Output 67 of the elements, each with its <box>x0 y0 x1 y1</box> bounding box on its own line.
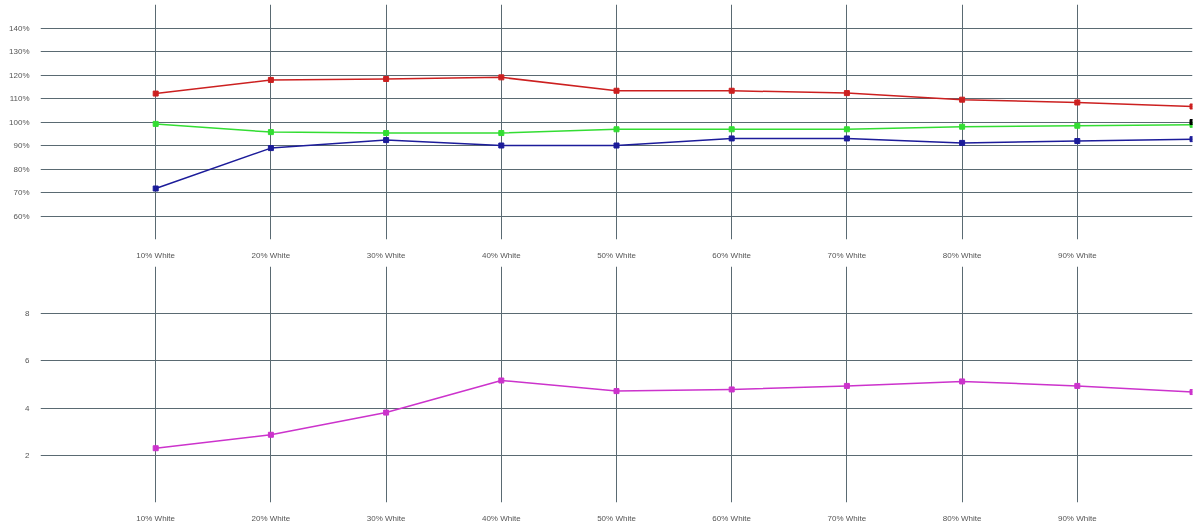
x-tick-label: 60% White <box>712 250 752 260</box>
y-tick-label: 140% <box>9 23 30 33</box>
x-tick-label: 30% White <box>366 513 406 523</box>
point <box>152 445 159 452</box>
x-tick-label: 90% White <box>1057 250 1098 260</box>
point <box>843 126 850 133</box>
x-tick-label: 70% White <box>827 513 867 523</box>
point <box>613 87 620 94</box>
x-tick-label: 70% White <box>827 250 867 260</box>
point <box>383 130 390 137</box>
point <box>959 139 966 146</box>
point <box>728 126 735 133</box>
point <box>613 126 620 133</box>
y-tick-label: 90% <box>13 141 30 150</box>
point <box>843 382 850 389</box>
point <box>1074 99 1081 106</box>
x-tick-label: 10% White <box>136 513 176 523</box>
point <box>1074 122 1081 129</box>
point <box>1074 382 1081 389</box>
x-tick-label: 80% White <box>942 250 982 260</box>
point <box>267 76 274 83</box>
point <box>498 74 505 81</box>
x-tick-label: 40% White <box>481 250 522 260</box>
point <box>152 90 159 97</box>
x-tick-label: 40% White <box>481 513 522 523</box>
x-tick-label: 20% White <box>251 250 291 260</box>
point <box>267 129 274 136</box>
x-tick-label: 10% White <box>136 250 176 260</box>
point <box>383 76 390 82</box>
point <box>843 90 850 97</box>
y-tick-label: 80% <box>13 164 30 174</box>
y-tick-label: 110% <box>9 94 30 103</box>
x-tick-label: 30% White <box>366 250 406 260</box>
point <box>498 130 505 137</box>
point <box>613 388 620 395</box>
point <box>383 137 390 144</box>
y-tick-label: 70% <box>13 188 30 197</box>
y-tick-label: 120% <box>9 70 30 80</box>
point <box>267 431 274 438</box>
x-tick-label: 50% White <box>597 513 637 523</box>
point <box>267 145 274 152</box>
x-tick-label: 20% White <box>251 513 291 523</box>
point <box>728 386 735 393</box>
point <box>1074 138 1081 145</box>
point <box>728 135 735 142</box>
point <box>959 123 966 130</box>
point <box>152 185 159 192</box>
y-tick-label: 2 <box>25 450 31 460</box>
y-tick-label: 6 <box>25 356 31 366</box>
point <box>728 87 735 94</box>
x-tick-label: 50% White <box>597 250 637 260</box>
x-tick-label: 90% White <box>1057 513 1098 523</box>
y-tick-label: 60% <box>13 211 30 221</box>
y-tick-label: 130% <box>9 47 30 56</box>
point <box>959 96 966 103</box>
y-tick-label: 100% <box>9 117 30 127</box>
x-tick-label: 60% White <box>712 513 752 523</box>
point <box>383 409 390 416</box>
point <box>843 135 850 142</box>
point <box>498 377 505 384</box>
y-tick-label: 4 <box>25 403 31 413</box>
point <box>959 378 966 385</box>
point <box>498 142 505 149</box>
point <box>152 120 159 127</box>
x-tick-label: 80% White <box>942 513 982 523</box>
point <box>613 142 620 149</box>
y-tick-label: 8 <box>25 309 31 319</box>
